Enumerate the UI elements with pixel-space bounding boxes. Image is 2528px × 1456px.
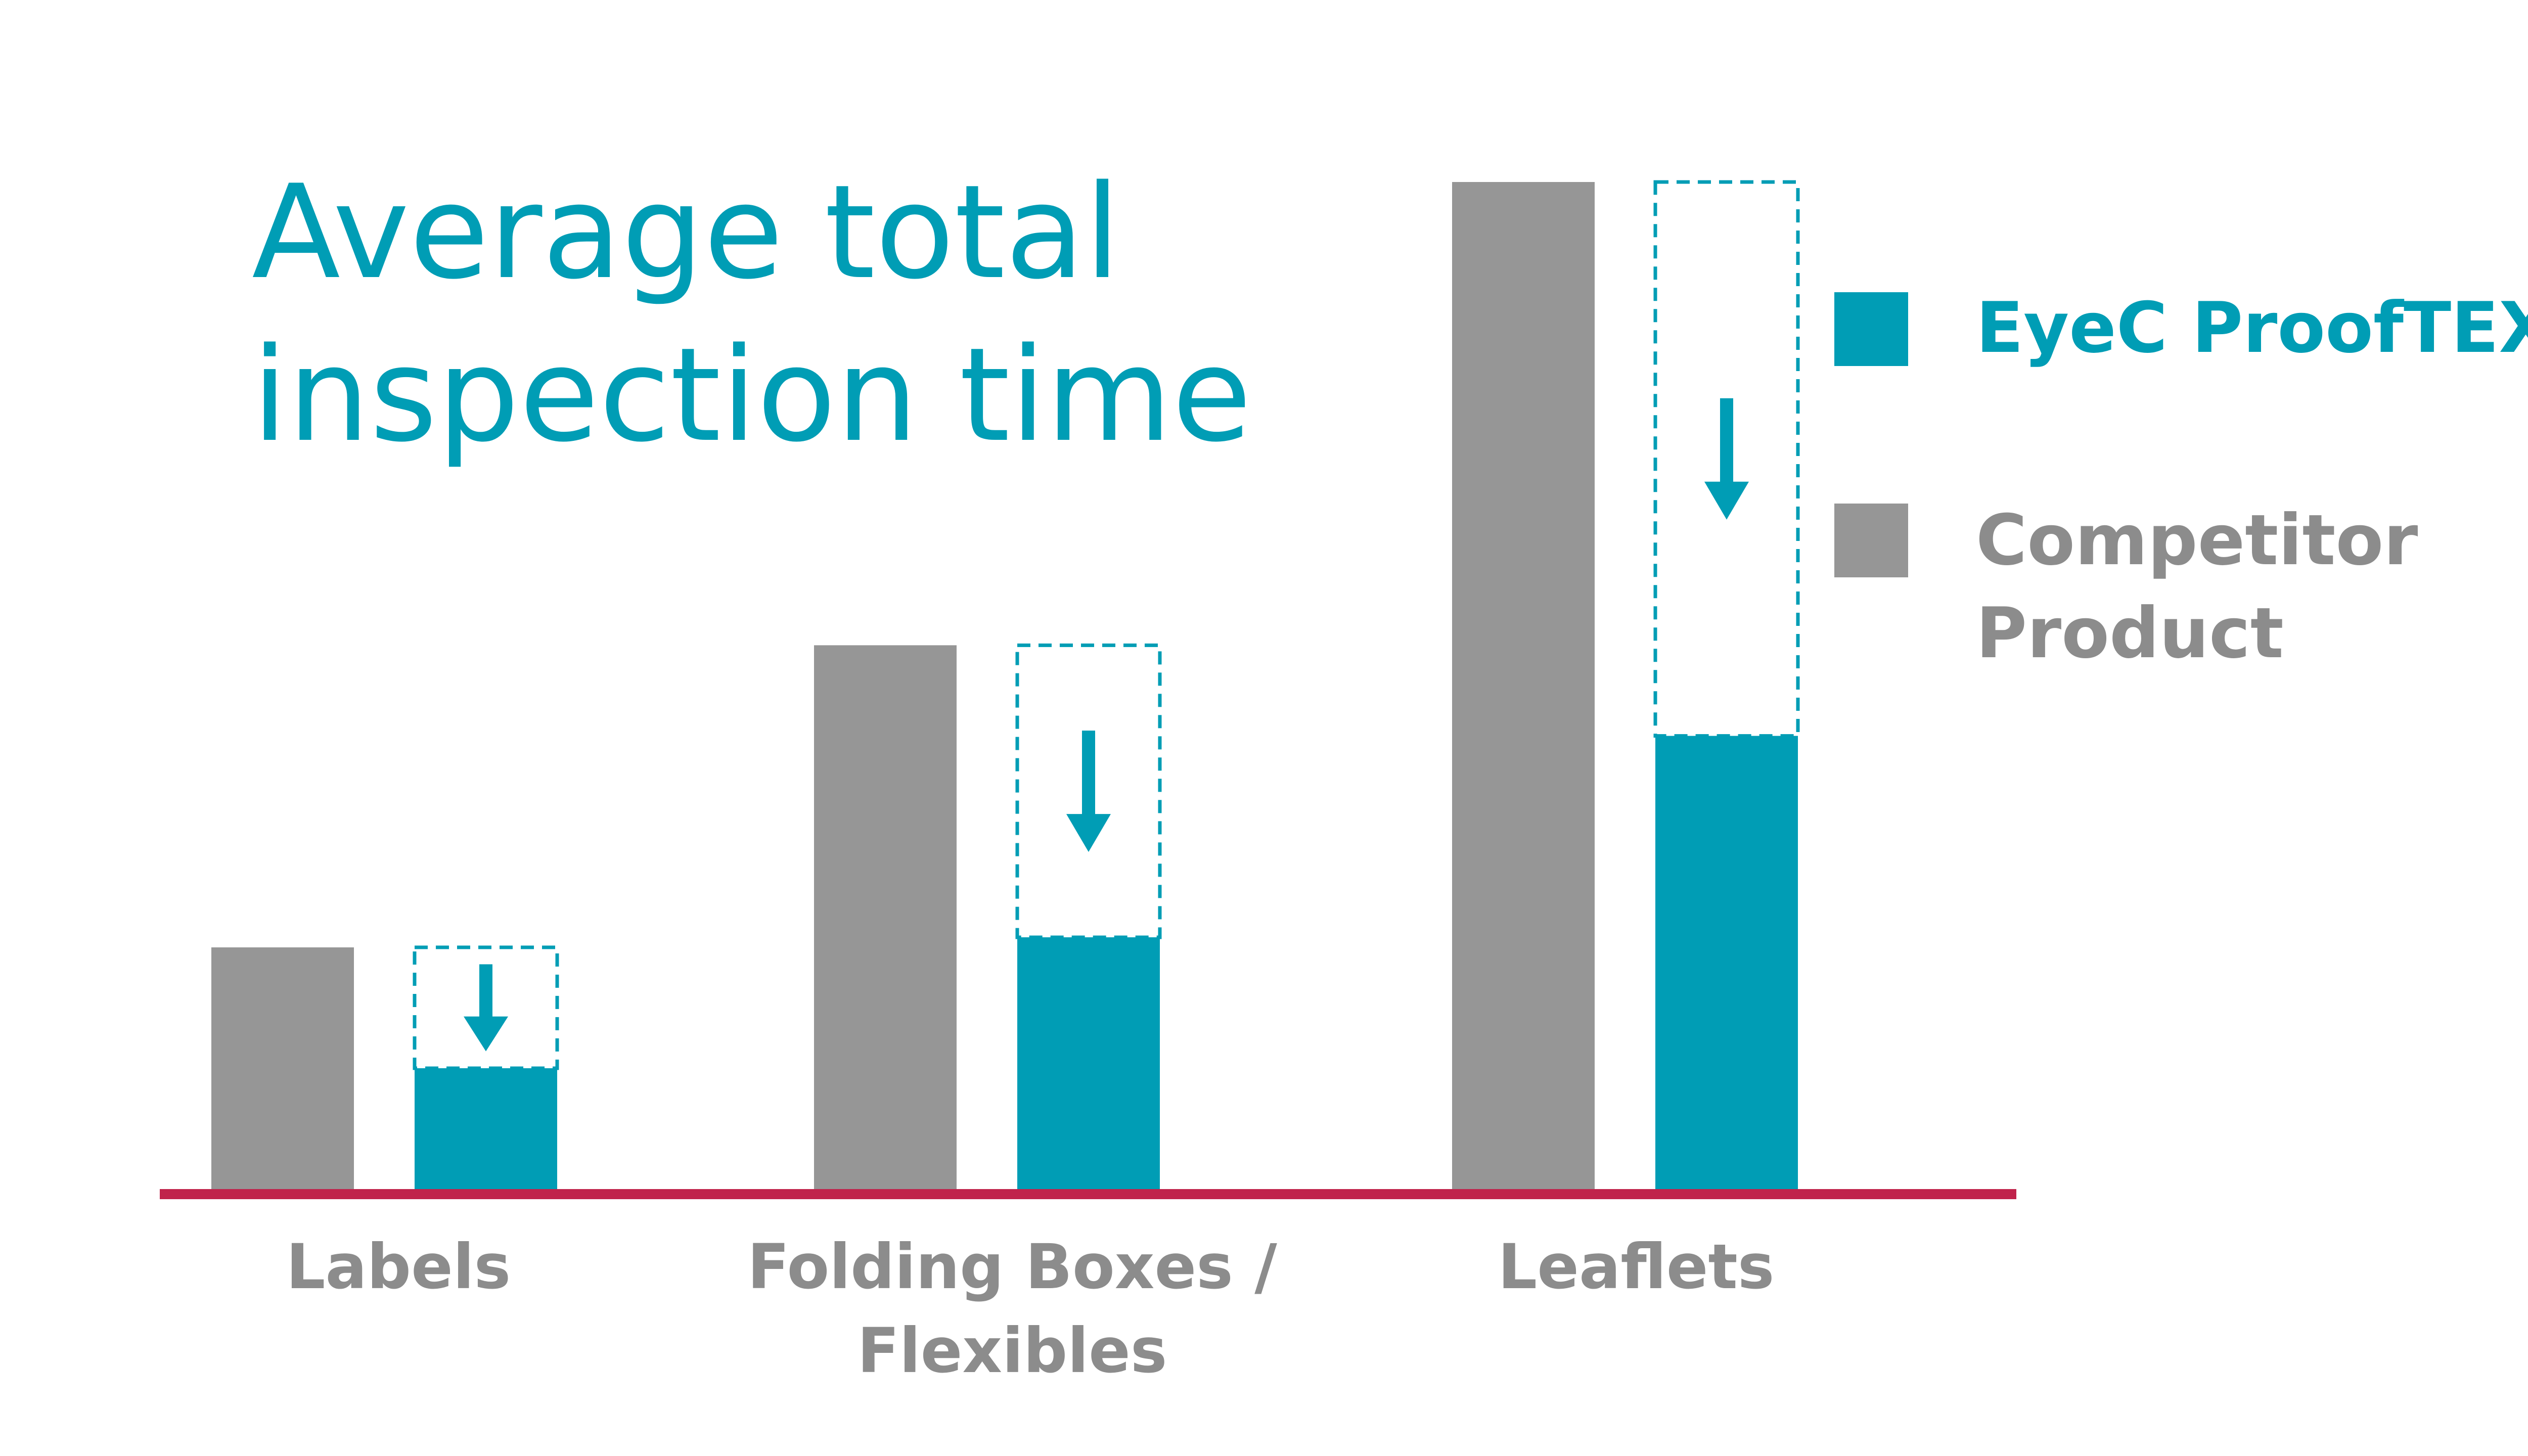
outline-eyec-0 bbox=[413, 945, 559, 1070]
category-label-0-line-1: Labels bbox=[286, 1231, 511, 1303]
x-axis-baseline bbox=[160, 1189, 2016, 1199]
outline-eyec-1 bbox=[1015, 643, 1162, 939]
outline-eyec-2 bbox=[1653, 180, 1800, 738]
legend-label-1-line-1: Competitor bbox=[1976, 499, 2418, 581]
legend-swatch-1 bbox=[1834, 504, 1908, 577]
legend-label-1-line-2: Product bbox=[1976, 593, 2284, 674]
bar-eyec-0 bbox=[415, 1068, 557, 1189]
category-label-1-line-1: Folding Boxes / bbox=[747, 1231, 1277, 1303]
arrow-down-icon-2 bbox=[1704, 398, 1749, 520]
title-line-2: inspection time bbox=[252, 320, 1252, 471]
bar-competitor-0 bbox=[211, 947, 354, 1189]
category-label-1-line-2: Flexibles bbox=[857, 1315, 1167, 1387]
legend-label-0-line-1: EyeC ProofTEXT bbox=[1976, 287, 2528, 369]
title-line-1: Average total bbox=[252, 157, 1120, 308]
category-labels: Labels Folding Boxes / Flexibles Leaflets bbox=[286, 1231, 1775, 1387]
bars bbox=[211, 182, 1798, 1189]
reference-outlines bbox=[413, 180, 1800, 1070]
bar-eyec-1 bbox=[1017, 937, 1160, 1189]
bar-eyec-2 bbox=[1655, 736, 1798, 1189]
bar-competitor-1 bbox=[814, 645, 957, 1189]
legend-swatch-0 bbox=[1834, 292, 1908, 366]
bar-competitor-2 bbox=[1452, 182, 1595, 1189]
category-label-2-line-1: Leaflets bbox=[1498, 1231, 1775, 1303]
arrow-down-icon-0 bbox=[464, 964, 508, 1052]
reduction-arrows bbox=[464, 398, 1749, 1052]
legend: EyeC ProofTEXT Competitor Product bbox=[1834, 287, 2528, 674]
arrow-down-icon-1 bbox=[1066, 731, 1111, 852]
